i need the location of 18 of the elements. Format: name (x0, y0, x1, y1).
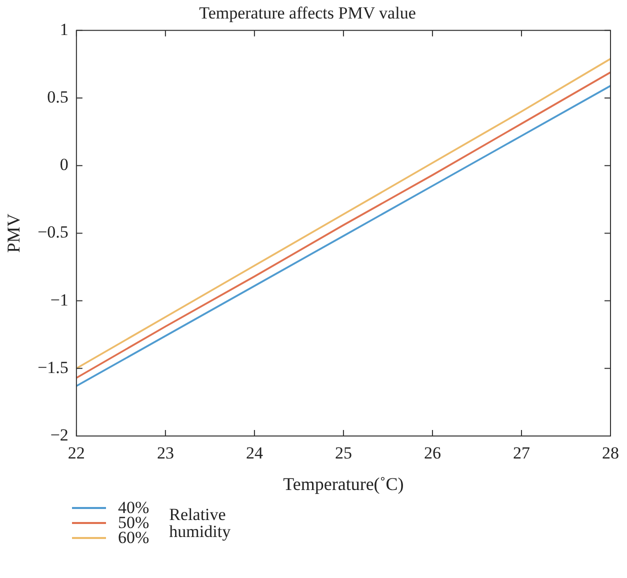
legend-title: Relative humidity (169, 504, 232, 540)
x-tick-label: 28 (602, 444, 619, 463)
x-tick-label: 27 (512, 444, 530, 463)
x-tick-label: 25 (334, 444, 352, 463)
x-tick-label: 24 (246, 444, 264, 463)
y-tick-label: 1 (60, 20, 68, 39)
y-tick-label: −1 (50, 290, 68, 310)
y-tick-label: −1.5 (38, 358, 68, 377)
y-tick-label: −0.5 (38, 222, 68, 242)
x-tick-label: 22 (68, 444, 85, 463)
chart-title: Temperature affects PMV value (199, 4, 416, 23)
x-tick-label: 26 (424, 444, 441, 463)
y-tick-label: 0 (60, 155, 68, 174)
x-tick-label: 23 (156, 444, 174, 463)
y-tick-label: 0.5 (47, 87, 68, 106)
x-axis-title: Temperature(˚C) (283, 474, 404, 494)
y-tick-label: −2 (50, 425, 68, 444)
y-axis-title: PMV (4, 214, 24, 253)
